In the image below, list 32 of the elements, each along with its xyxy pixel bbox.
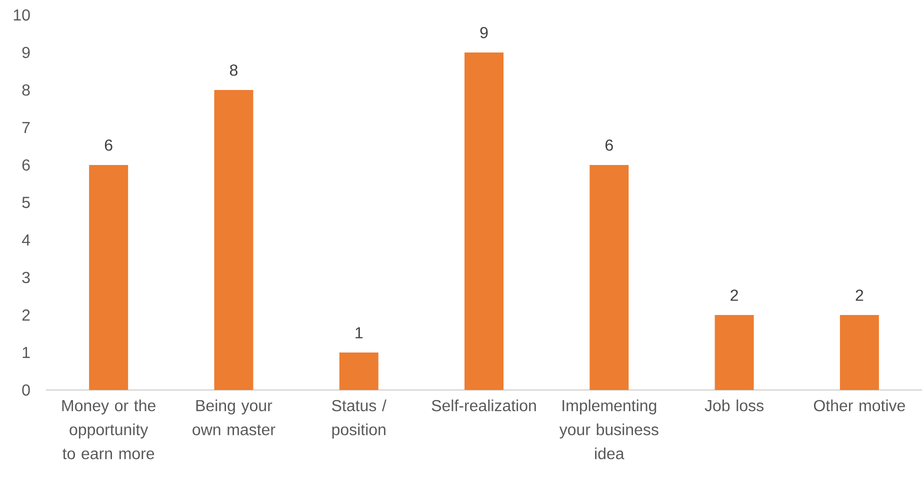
bar <box>339 352 378 390</box>
bar <box>840 315 879 390</box>
y-tick-label: 2 <box>22 309 30 321</box>
x-tick-label: Implementing your business idea <box>559 400 658 460</box>
bar <box>89 164 128 390</box>
data-label: 2 <box>730 290 738 301</box>
data-label: 2 <box>856 290 864 301</box>
y-tick-label: 4 <box>22 234 30 246</box>
y-tick-label: 5 <box>22 196 30 208</box>
x-tick-label: Money or the opportunity to earn more <box>62 400 156 460</box>
x-tick-label: Self-realization <box>432 400 536 412</box>
y-tick-label: 7 <box>22 122 30 133</box>
y-tick-label: 0 <box>22 384 30 396</box>
x-tick-label: Job loss <box>704 400 764 412</box>
y-tick-label: 9 <box>22 46 30 58</box>
y-tick-label: 6 <box>22 159 30 171</box>
data-label: 9 <box>480 26 488 38</box>
data-label: 8 <box>230 64 238 76</box>
bar <box>214 90 254 390</box>
y-tick-label: 3 <box>22 272 30 284</box>
bar <box>590 164 629 390</box>
bar <box>464 52 504 390</box>
y-tick-label: 1 <box>22 346 30 358</box>
x-tick-label: Being your own master <box>192 400 276 436</box>
x-tick-label: Status / position <box>332 400 386 438</box>
data-label: 6 <box>606 139 613 151</box>
y-tick-label: 8 <box>22 84 30 96</box>
data-label: 6 <box>104 139 112 151</box>
data-label: 1 <box>356 327 363 338</box>
bar <box>714 315 754 390</box>
y-tick-label: 10 <box>14 9 30 21</box>
x-tick-label: Other motive <box>814 400 905 412</box>
